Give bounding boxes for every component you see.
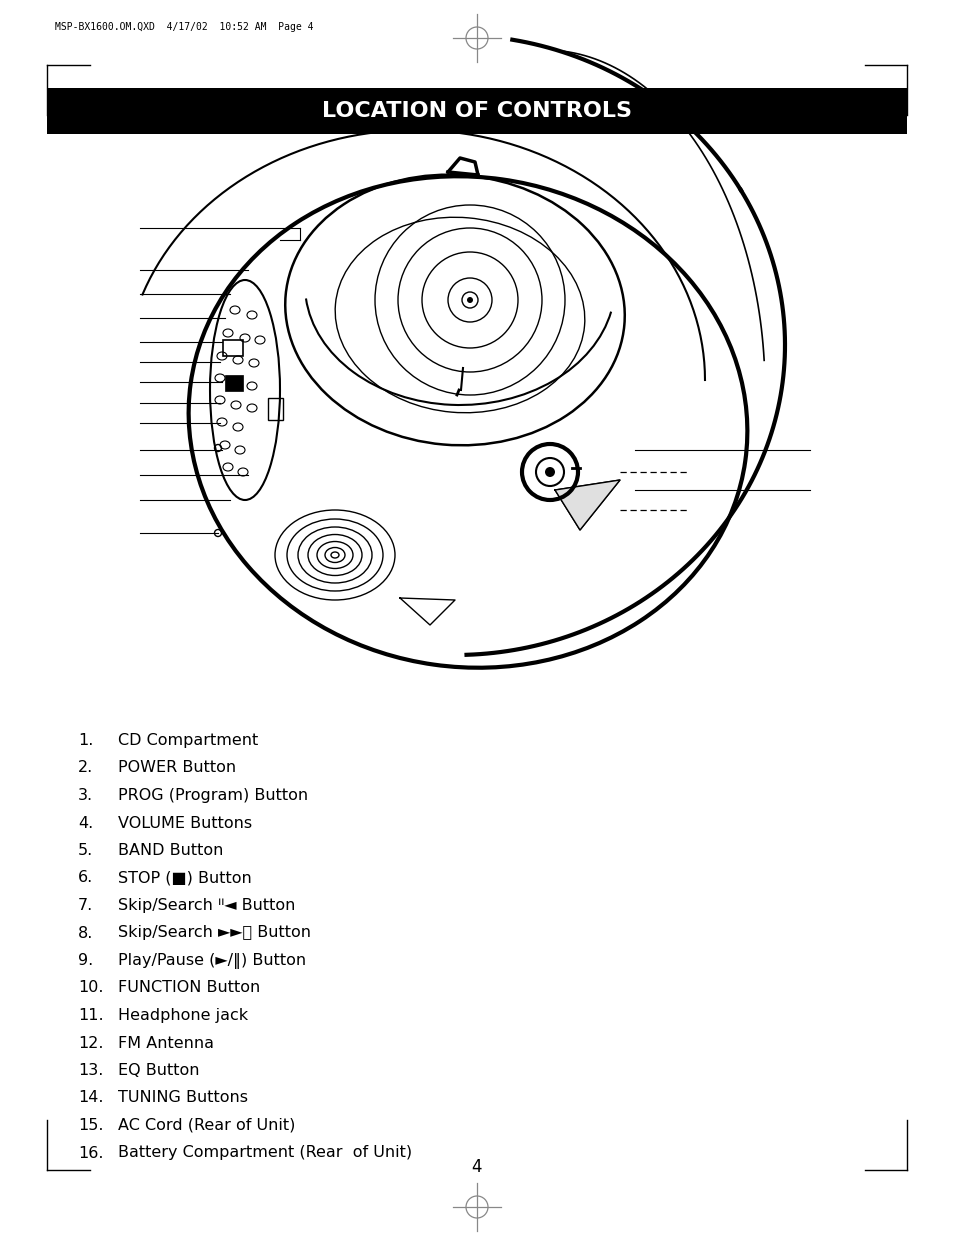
Bar <box>223 340 243 356</box>
Text: AC Cord (Rear of Unit): AC Cord (Rear of Unit) <box>118 1118 295 1132</box>
Text: Skip/Search ►►ᑋ Button: Skip/Search ►►ᑋ Button <box>118 925 311 941</box>
Circle shape <box>467 296 473 303</box>
Text: STOP (■) Button: STOP (■) Button <box>118 871 252 885</box>
Text: 13.: 13. <box>78 1063 103 1078</box>
Text: CD Compartment: CD Compartment <box>118 734 258 748</box>
Text: 2.: 2. <box>78 761 93 776</box>
Text: 15.: 15. <box>78 1118 103 1132</box>
Text: 6.: 6. <box>78 871 93 885</box>
Text: 16.: 16. <box>78 1146 103 1161</box>
Text: PROG (Program) Button: PROG (Program) Button <box>118 788 308 803</box>
Text: 12.: 12. <box>78 1035 103 1051</box>
Text: 14.: 14. <box>78 1091 103 1105</box>
Text: 4: 4 <box>471 1158 482 1176</box>
Text: LOCATION OF CONTROLS: LOCATION OF CONTROLS <box>322 101 631 121</box>
Text: Skip/Search ᑊᑊ◄ Button: Skip/Search ᑊᑊ◄ Button <box>118 898 295 913</box>
Bar <box>268 398 283 420</box>
Text: FUNCTION Button: FUNCTION Button <box>118 981 260 995</box>
Text: 7.: 7. <box>78 898 93 913</box>
Text: MSP-BX1600.OM.QXD  4/17/02  10:52 AM  Page 4: MSP-BX1600.OM.QXD 4/17/02 10:52 AM Page … <box>55 22 314 32</box>
Circle shape <box>544 467 555 477</box>
Polygon shape <box>555 480 619 530</box>
Text: 4.: 4. <box>78 815 93 830</box>
Text: 9.: 9. <box>78 953 93 968</box>
Text: 5.: 5. <box>78 844 93 858</box>
FancyBboxPatch shape <box>225 375 243 391</box>
Text: Headphone jack: Headphone jack <box>118 1008 248 1023</box>
Text: EQ Button: EQ Button <box>118 1063 199 1078</box>
Bar <box>47 88 906 135</box>
Text: Play/Pause (►/‖) Button: Play/Pause (►/‖) Button <box>118 953 306 969</box>
Text: Battery Compartment (Rear  of Unit): Battery Compartment (Rear of Unit) <box>118 1146 412 1161</box>
Text: 8.: 8. <box>78 925 93 941</box>
Text: 1.: 1. <box>78 734 93 748</box>
Text: POWER Button: POWER Button <box>118 761 236 776</box>
Text: 3.: 3. <box>78 788 93 803</box>
Text: 10.: 10. <box>78 981 103 995</box>
Text: TUNING Buttons: TUNING Buttons <box>118 1091 248 1105</box>
Text: 11.: 11. <box>78 1008 104 1023</box>
Text: BAND Button: BAND Button <box>118 844 223 858</box>
Text: FM Antenna: FM Antenna <box>118 1035 213 1051</box>
Text: VOLUME Buttons: VOLUME Buttons <box>118 815 252 830</box>
